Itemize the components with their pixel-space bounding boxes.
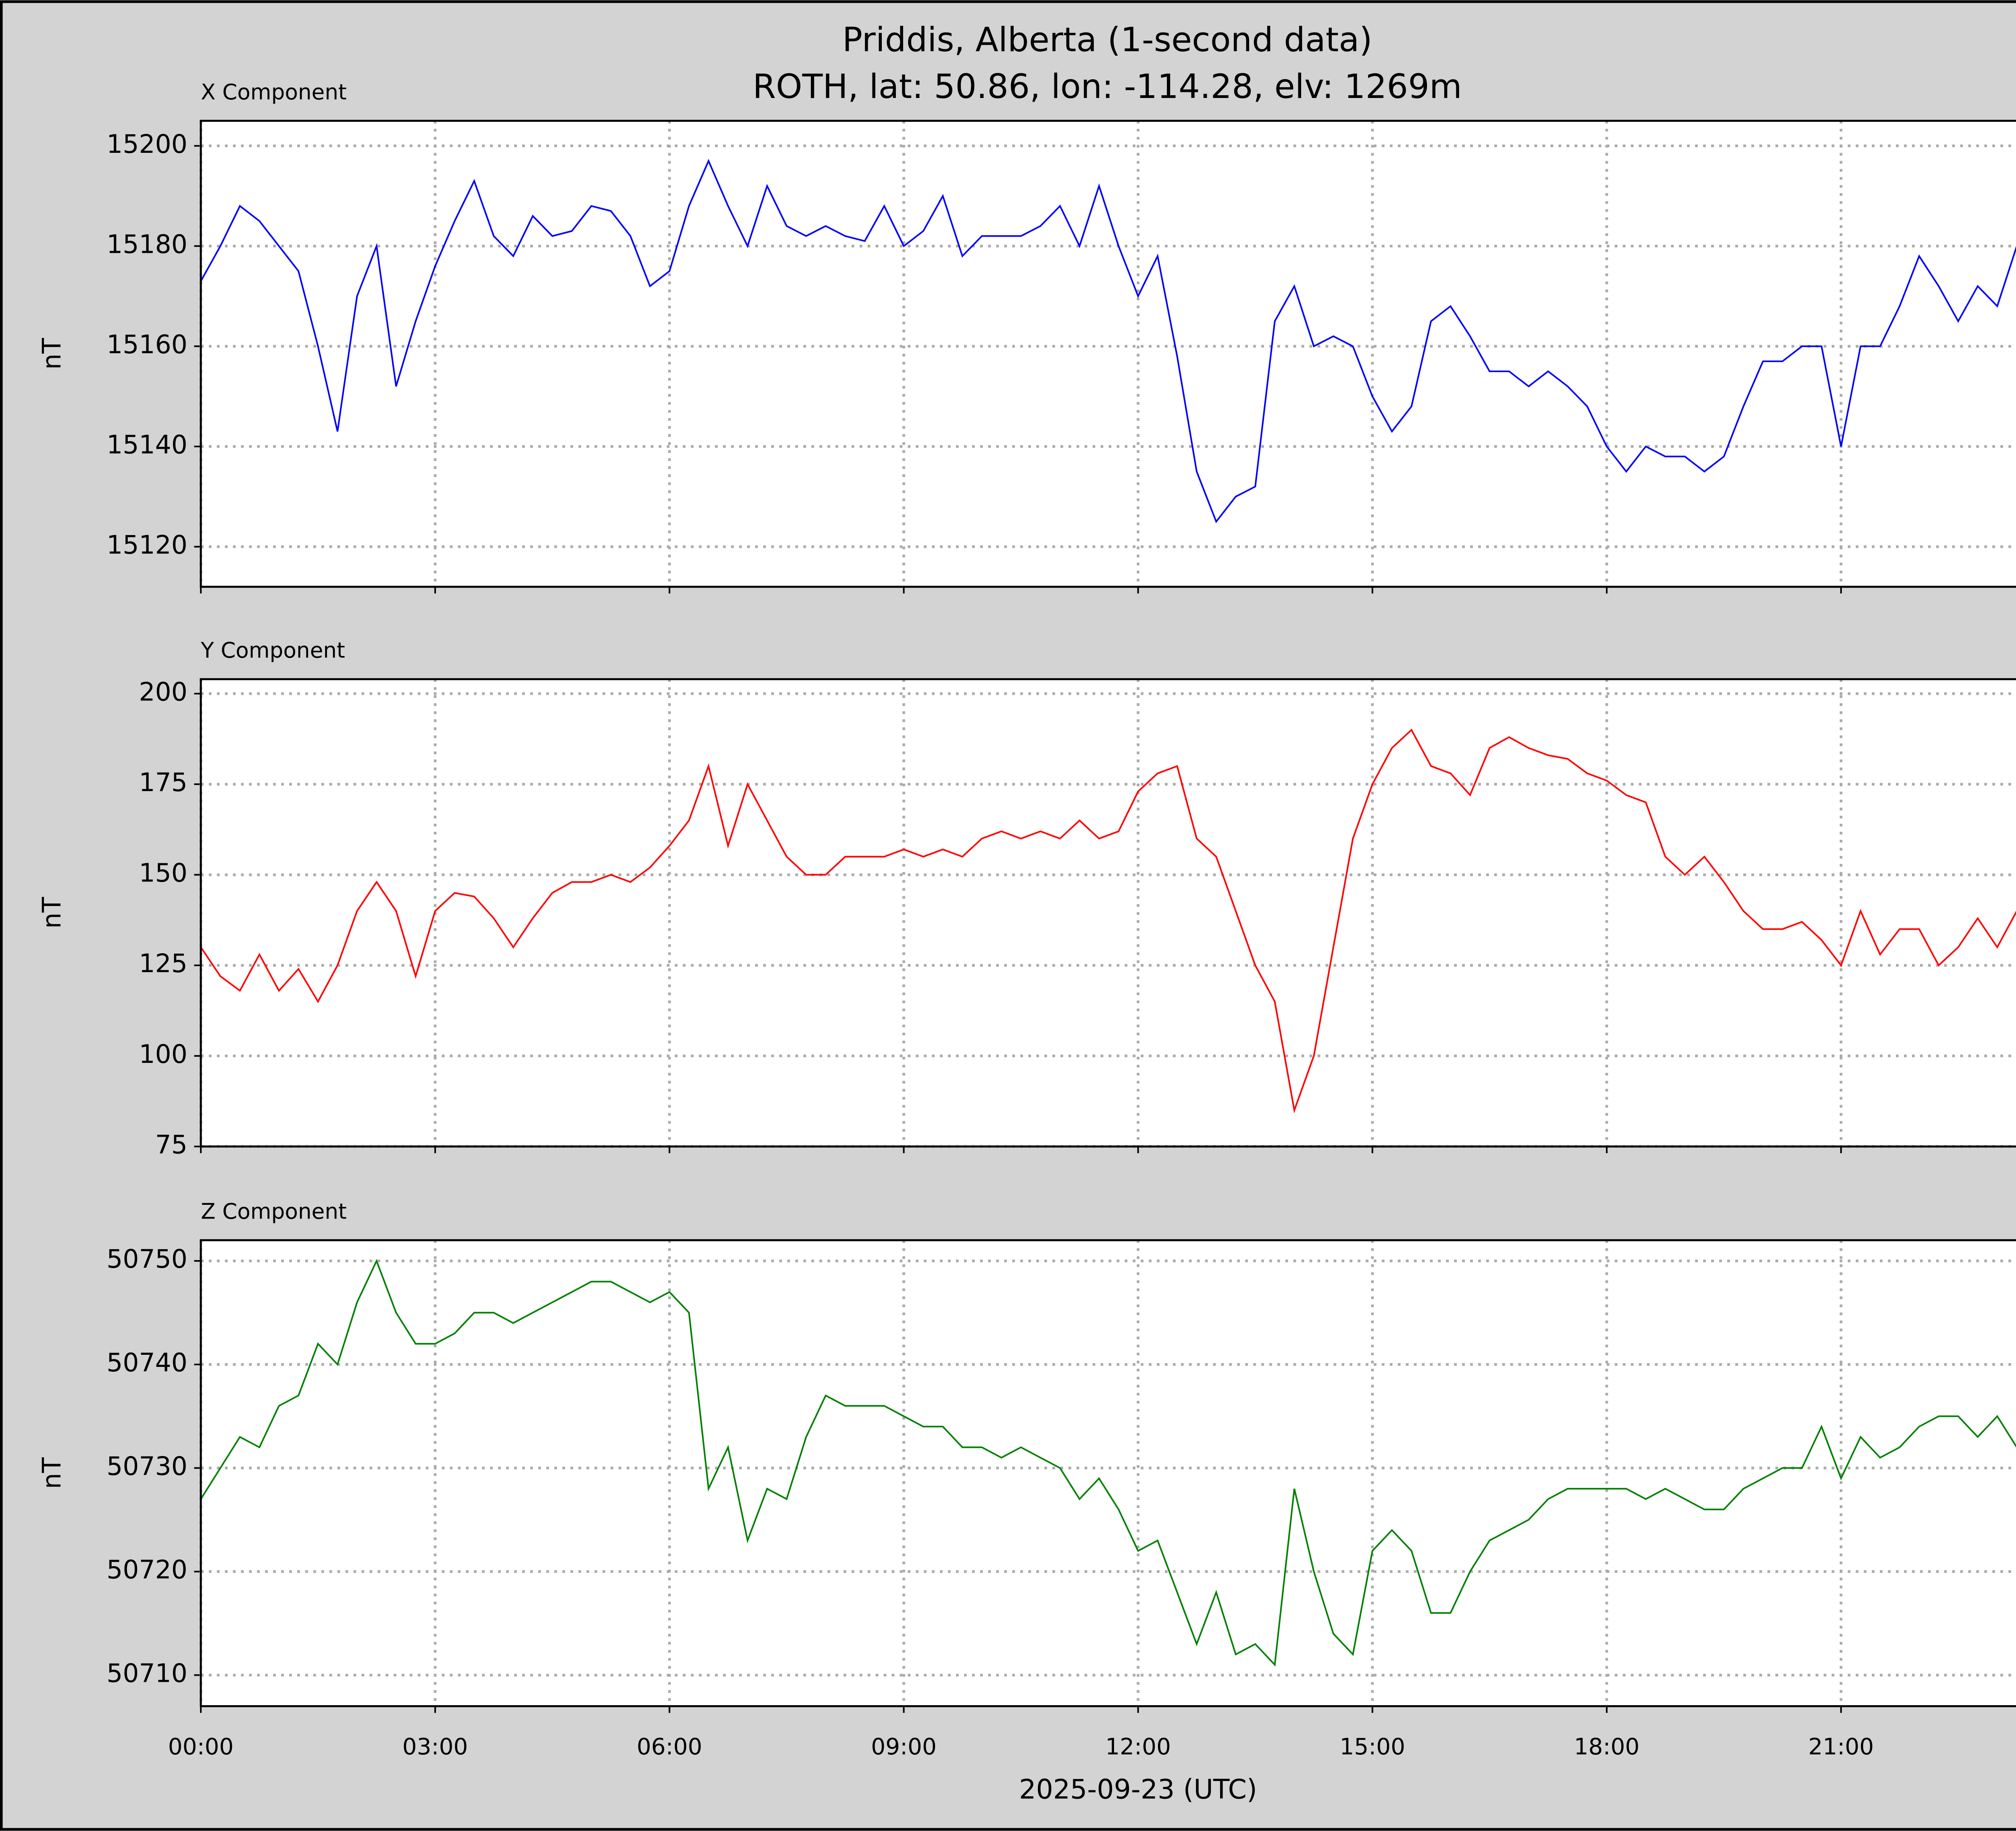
y-tick-label: 75 xyxy=(155,1129,187,1159)
y-tick-label: 50740 xyxy=(106,1348,187,1377)
plot-frame xyxy=(200,120,2016,588)
y-axis-label: nT xyxy=(37,1457,67,1489)
data-line xyxy=(200,159,2016,523)
plot-frame xyxy=(200,1239,2016,1707)
x-tick-label: 09:00 xyxy=(871,1734,937,1760)
plot-area xyxy=(201,1240,2016,1706)
y-tick-label: 175 xyxy=(139,767,187,797)
plot-area xyxy=(201,679,2016,1147)
y-tick-label: 50710 xyxy=(106,1658,187,1688)
plot-frame xyxy=(200,678,2016,1148)
y-tick-label: 50720 xyxy=(106,1555,187,1585)
x-tick-label: 21:00 xyxy=(1808,1734,1874,1760)
y-tick-label: 125 xyxy=(139,948,187,978)
y-tick-label: 50730 xyxy=(106,1451,187,1481)
figure-title: Priddis, Alberta (1-second data) xyxy=(842,20,1372,59)
y-tick-label: 15140 xyxy=(106,429,187,459)
y-tick-label: 200 xyxy=(139,677,187,706)
x-tick-label: 18:00 xyxy=(1574,1734,1640,1760)
x-tick-label: 12:00 xyxy=(1105,1734,1171,1760)
y-tick-label: 15120 xyxy=(106,530,187,560)
y-tick-label: 150 xyxy=(139,858,187,888)
panel-title: Z Component xyxy=(201,1199,347,1224)
x-tick-label: 00:00 xyxy=(168,1734,234,1760)
data-line xyxy=(200,728,2016,1114)
panel-title: Y Component xyxy=(200,638,345,663)
y-tick-label: 50750 xyxy=(106,1244,187,1274)
y-axis-label: nT xyxy=(37,897,67,929)
data-line xyxy=(200,1259,2016,1667)
x-tick-label: 03:00 xyxy=(402,1734,468,1760)
panel-title: X Component xyxy=(201,79,347,104)
y-tick-label: 100 xyxy=(139,1039,187,1069)
figure-subtitle: ROTH, lat: 50.86, lon: -114.28, elv: 126… xyxy=(753,67,1462,106)
y-tick-label: 15180 xyxy=(106,229,187,259)
x-axis-label: 2025-09-23 (UTC) xyxy=(1019,1774,1257,1805)
x-tick-label: 06:00 xyxy=(637,1734,702,1760)
plot-area xyxy=(201,121,2016,587)
x-tick-label: 15:00 xyxy=(1339,1734,1405,1760)
y-axis-label: nT xyxy=(37,338,67,370)
y-tick-label: 15160 xyxy=(106,329,187,359)
y-tick-label: 15200 xyxy=(106,129,187,159)
